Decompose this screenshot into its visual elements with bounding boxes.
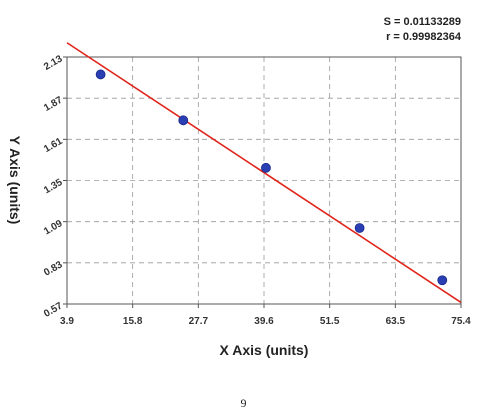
x-tick-label: 39.6 bbox=[254, 316, 274, 327]
data-point bbox=[261, 162, 271, 173]
y-tick-label: 0.83 bbox=[42, 259, 65, 278]
y-tick-label: 2.13 bbox=[42, 53, 65, 72]
x-tick-label: 63.5 bbox=[386, 316, 406, 327]
data-point bbox=[178, 115, 189, 126]
x-tick-label: 15.8 bbox=[123, 316, 143, 327]
y-axis-ticks: 0.570.831.091.351.611.872.13 bbox=[42, 53, 67, 320]
x-tick-label: 27.7 bbox=[189, 316, 209, 327]
x-tick-label: 75.4 bbox=[451, 316, 471, 327]
fit-line-layer bbox=[66, 42, 462, 304]
data-point bbox=[95, 69, 106, 80]
y-tick-label: 1.35 bbox=[42, 177, 65, 196]
x-tick-label: 51.5 bbox=[320, 316, 340, 327]
data-point bbox=[354, 223, 365, 233]
page-number: 9 bbox=[240, 396, 247, 410]
y-tick-label: 1.61 bbox=[42, 136, 65, 155]
y-tick-label: 1.87 bbox=[42, 94, 65, 113]
grid bbox=[67, 57, 461, 304]
x-axis-title: X Axis (units) bbox=[220, 342, 309, 358]
data-points bbox=[95, 69, 448, 286]
data-point bbox=[437, 275, 448, 286]
fit-line bbox=[66, 42, 462, 304]
r-statistic: r = 0.99982364 bbox=[386, 31, 462, 43]
x-axis-ticks: 3.9 15.8 27.7 39.6 51.5 63.5 75.4 bbox=[60, 304, 471, 327]
x-tick-label: 3.9 bbox=[60, 316, 74, 327]
s-statistic: S = 0.01133289 bbox=[384, 16, 461, 28]
y-tick-label: 1.09 bbox=[42, 218, 65, 237]
y-axis-title: Y Axis (units) bbox=[7, 136, 23, 225]
